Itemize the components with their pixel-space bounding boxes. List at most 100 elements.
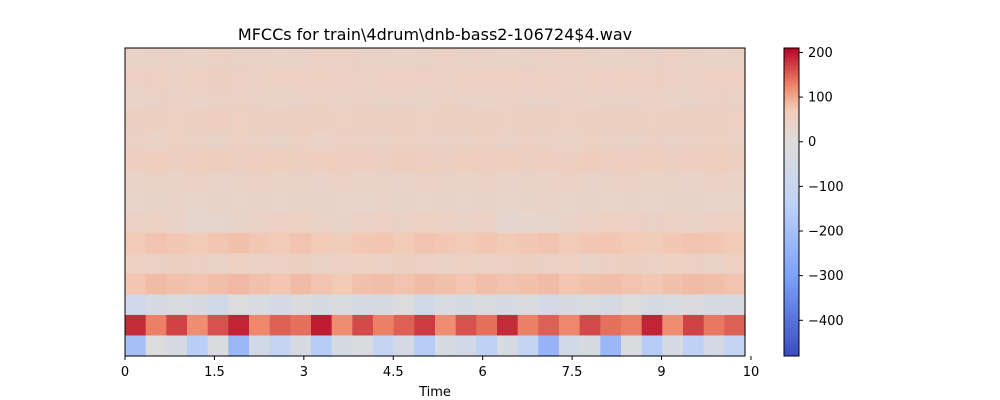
heatmap-cell — [641, 335, 663, 357]
heatmap-cell — [455, 48, 477, 70]
heatmap-cell — [600, 191, 622, 213]
heatmap-cell — [559, 130, 581, 152]
heatmap-cell — [311, 191, 333, 213]
heatmap-cell — [476, 232, 498, 254]
heatmap-cell — [331, 273, 353, 295]
heatmap-cell — [207, 68, 229, 90]
heatmap-cell — [269, 253, 291, 275]
heatmap-cell — [559, 150, 581, 172]
heatmap-cell — [207, 294, 229, 316]
heatmap-cell — [269, 314, 291, 337]
heatmap-cell — [290, 335, 312, 357]
heatmap-cell — [187, 314, 209, 337]
heatmap-cell — [269, 273, 291, 295]
heatmap-cell — [207, 150, 229, 172]
heatmap-cell — [579, 294, 601, 316]
heatmap-cell — [641, 273, 663, 295]
heatmap-cell — [621, 273, 643, 295]
heatmap-cell — [125, 89, 147, 111]
heatmap-cell — [559, 273, 581, 295]
heatmap-cell — [497, 232, 519, 254]
heatmap-cell — [290, 48, 312, 70]
heatmap-cell — [517, 212, 539, 234]
heatmap-cell — [517, 171, 539, 193]
heatmap-cell — [269, 171, 291, 193]
x-axis: 0 1.5 3 4.5 6 7.5 9 10 — [121, 356, 759, 380]
heatmap-cell — [414, 314, 436, 337]
heatmap-cell — [600, 109, 622, 131]
heatmap-cell — [476, 273, 498, 295]
heatmap-cell — [455, 273, 477, 295]
heatmap-cell — [311, 212, 333, 234]
heatmap-cell — [559, 89, 581, 111]
heatmap-cell — [455, 232, 477, 254]
heatmap-cell — [373, 314, 395, 337]
heatmap-cell — [517, 294, 539, 316]
heatmap-cell — [683, 191, 705, 213]
heatmap-cell — [393, 171, 415, 193]
heatmap-cell — [290, 212, 312, 234]
heatmap-cell — [166, 314, 188, 337]
heatmap-cell — [228, 253, 250, 275]
heatmap-cell — [662, 48, 684, 70]
heatmap-cell — [641, 314, 663, 337]
heatmap-cell — [249, 212, 271, 234]
heatmap-cell — [662, 89, 684, 111]
heatmap-cell — [414, 212, 436, 234]
heatmap-cell — [352, 232, 374, 254]
heatmap-cell — [538, 48, 560, 70]
heatmap-cell — [187, 253, 209, 275]
heatmap-cell — [455, 191, 477, 213]
heatmap-cell — [166, 89, 188, 111]
heatmap-cell — [207, 171, 229, 193]
heatmap-cell — [662, 212, 684, 234]
heatmap-cell — [331, 171, 353, 193]
heatmap-cell — [249, 253, 271, 275]
heatmap-cell — [373, 130, 395, 152]
colorbar-tick-label: 100 — [808, 91, 833, 106]
heatmap-cell — [311, 232, 333, 254]
heatmap-cell — [249, 130, 271, 152]
heatmap-cell — [497, 130, 519, 152]
heatmap-cell — [579, 150, 601, 172]
heatmap-cell — [373, 294, 395, 316]
heatmap-cell — [641, 109, 663, 131]
heatmap-cell — [207, 253, 229, 275]
heatmap-cell — [497, 109, 519, 131]
heatmap-cell — [311, 89, 333, 111]
heatmap-cell — [476, 212, 498, 234]
heatmap-cell — [435, 130, 457, 152]
heatmap-cell — [703, 232, 725, 254]
heatmap-cell — [373, 48, 395, 70]
heatmap-cell — [497, 273, 519, 295]
heatmap-cell — [683, 253, 705, 275]
heatmap-cell — [435, 191, 457, 213]
heatmap-cell — [125, 212, 147, 234]
heatmap-cell — [538, 212, 560, 234]
heatmap-cell — [352, 109, 374, 131]
heatmap-cell — [579, 171, 601, 193]
heatmap-cell — [517, 130, 539, 152]
colorbar-tick-label: 200 — [808, 46, 833, 61]
heatmap-cell — [662, 335, 684, 357]
heatmap-cell — [352, 171, 374, 193]
heatmap-cell — [373, 335, 395, 357]
heatmap-cell — [228, 48, 250, 70]
heatmap-cell — [187, 212, 209, 234]
heatmap-cell — [600, 171, 622, 193]
heatmap-cell — [269, 68, 291, 90]
heatmap-cell — [145, 212, 167, 234]
heatmap-cell — [352, 68, 374, 90]
heatmap-cell — [662, 150, 684, 172]
colorbar — [783, 47, 800, 357]
heatmap-cell — [621, 150, 643, 172]
heatmap-cell — [207, 130, 229, 152]
heatmap-cell — [455, 212, 477, 234]
heatmap-cell — [641, 232, 663, 254]
heatmap-cell — [352, 89, 374, 111]
heatmap-cell — [724, 232, 746, 254]
heatmap-cell — [579, 130, 601, 152]
heatmap-cell — [187, 171, 209, 193]
heatmap-cell — [166, 150, 188, 172]
